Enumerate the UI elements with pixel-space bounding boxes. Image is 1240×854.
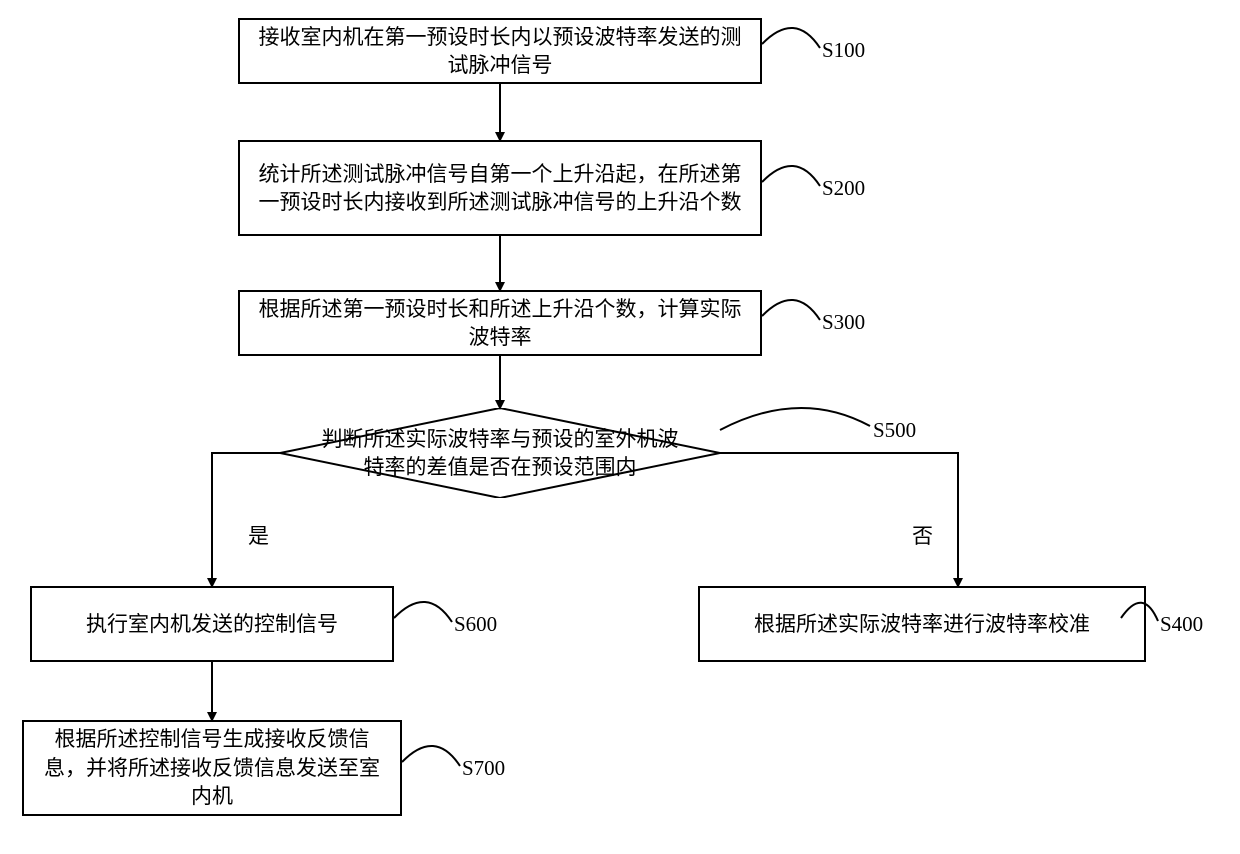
flow-node-s700: 根据所述控制信号生成接收反馈信息，并将所述接收反馈信息发送至室内机 [22, 720, 402, 816]
flow-node-s400: 根据所述实际波特率进行波特率校准 [698, 586, 1146, 662]
flow-node-s500: 判断所述实际波特率与预设的室外机波特率的差值是否在预设范围内 [280, 408, 720, 498]
flow-node-s100-text: 接收室内机在第一预设时长内以预设波特率发送的测试脉冲信号 [250, 23, 750, 80]
tag-curve-s500 [720, 408, 870, 430]
step-tag-s600: S600 [454, 612, 497, 637]
branch-label-no: 否 [912, 520, 933, 550]
branch-label-yes: 是 [248, 520, 269, 550]
edge-s500-s600 [212, 453, 280, 586]
step-tag-s400: S400 [1160, 612, 1203, 637]
step-tag-s500: S500 [873, 418, 916, 443]
flow-node-s600: 执行室内机发送的控制信号 [30, 586, 394, 662]
step-tag-s200: S200 [822, 176, 865, 201]
flow-node-s400-text: 根据所述实际波特率进行波特率校准 [754, 610, 1090, 638]
step-tag-s700: S700 [462, 756, 505, 781]
tag-curve-s100 [762, 28, 820, 48]
flow-node-s700-text: 根据所述控制信号生成接收反馈信息，并将所述接收反馈信息发送至室内机 [34, 725, 390, 810]
flow-node-s600-text: 执行室内机发送的控制信号 [86, 610, 338, 638]
flow-node-s100: 接收室内机在第一预设时长内以预设波特率发送的测试脉冲信号 [238, 18, 762, 84]
flow-node-s500-text: 判断所述实际波特率与预设的室外机波特率的差值是否在预设范围内 [320, 425, 680, 482]
step-tag-s100: S100 [822, 38, 865, 63]
flow-node-s200-text: 统计所述测试脉冲信号自第一个上升沿起，在所述第一预设时长内接收到所述测试脉冲信号… [250, 160, 750, 217]
step-tag-s300: S300 [822, 310, 865, 335]
flow-node-s300: 根据所述第一预设时长和所述上升沿个数，计算实际波特率 [238, 290, 762, 356]
tag-curve-s700 [402, 746, 460, 766]
tag-curve-s200 [762, 166, 820, 186]
flow-node-s200: 统计所述测试脉冲信号自第一个上升沿起，在所述第一预设时长内接收到所述测试脉冲信号… [238, 140, 762, 236]
tag-curve-s300 [762, 300, 820, 320]
flow-node-s300-text: 根据所述第一预设时长和所述上升沿个数，计算实际波特率 [250, 295, 750, 352]
tag-curve-s600 [394, 602, 452, 622]
